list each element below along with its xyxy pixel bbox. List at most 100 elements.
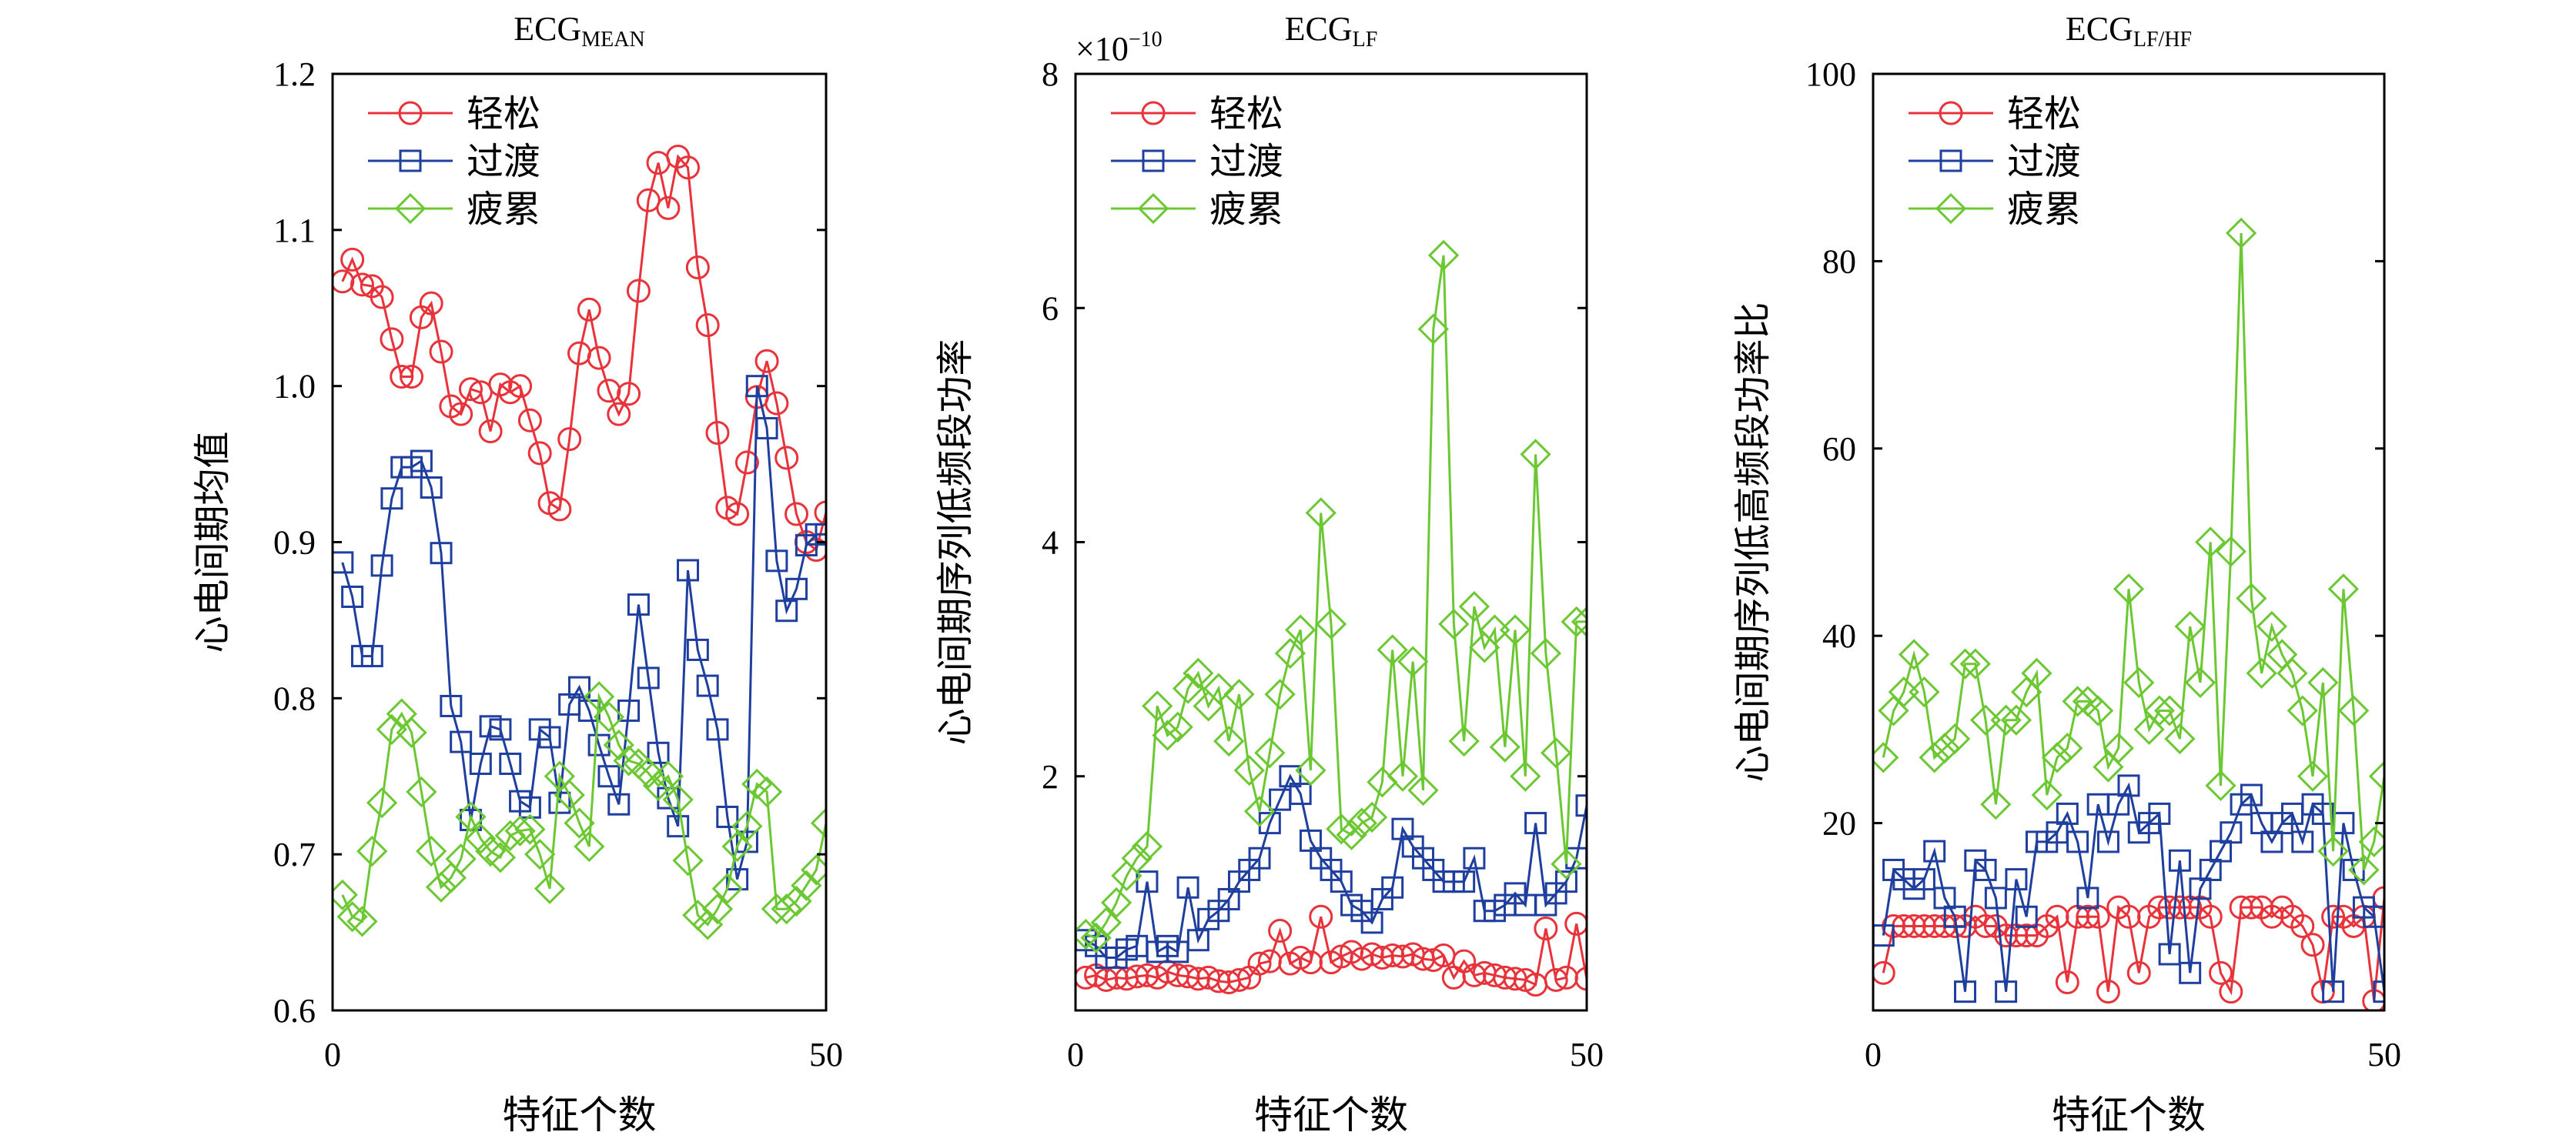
data-point <box>1258 812 1281 835</box>
data-point <box>400 364 424 389</box>
data-point <box>2219 980 2243 1004</box>
data-point <box>2297 760 2329 792</box>
data-point <box>577 297 601 322</box>
data-point <box>2368 760 2384 792</box>
data-point <box>564 807 595 839</box>
data-point <box>2236 583 2267 614</box>
data-point <box>568 676 590 699</box>
data-point <box>2056 802 2079 825</box>
data-point <box>1973 913 1998 938</box>
data-point <box>676 155 701 180</box>
data-point <box>548 791 571 814</box>
data-point <box>346 906 378 937</box>
data-point <box>2031 779 2062 811</box>
y-tick-label: 0.8 <box>273 680 316 717</box>
data-point <box>2220 821 2243 844</box>
data-point <box>765 549 788 573</box>
series-line-2 <box>1085 773 1587 959</box>
data-point <box>2014 923 2039 948</box>
data-point <box>627 593 650 616</box>
data-point <box>1499 614 1531 646</box>
data-point <box>2291 830 2314 853</box>
data-point <box>1448 725 1480 757</box>
data-point <box>2277 657 2308 690</box>
data-point <box>1162 711 1193 743</box>
y-tick-label: 80 <box>1822 242 1856 280</box>
plot-area <box>333 145 826 940</box>
series-line-3 <box>1085 255 1587 940</box>
data-point <box>2195 526 2226 558</box>
data-point <box>554 779 585 811</box>
data-point <box>478 419 503 443</box>
data-point <box>425 871 457 903</box>
data-point <box>370 554 393 577</box>
data-point <box>721 830 753 863</box>
data-point <box>419 291 443 316</box>
data-point <box>593 701 625 733</box>
data-point <box>430 542 453 565</box>
data-point <box>617 700 641 723</box>
data-point <box>1289 783 1312 806</box>
data-point <box>607 402 631 426</box>
data-point <box>450 730 473 753</box>
data-point <box>2179 961 2202 984</box>
data-point <box>1995 980 2018 1003</box>
x-tick-label: 0 <box>1067 1036 1084 1074</box>
x-tick-label: 50 <box>809 1036 843 1074</box>
y-axis-label: 心电间期序列低频段功率 <box>935 339 976 745</box>
data-point <box>376 713 408 746</box>
data-point <box>350 272 374 297</box>
data-point <box>2021 657 2052 690</box>
data-point <box>1980 789 2012 820</box>
x-axis-label: 特征个数 <box>503 1094 657 1137</box>
data-point <box>1213 725 1245 757</box>
data-point <box>494 820 526 851</box>
legend-marker-3 <box>1137 192 1169 225</box>
y-tick-label: 4 <box>1042 524 1059 562</box>
data-point <box>2240 783 2263 806</box>
data-point <box>380 327 404 352</box>
data-point <box>1377 634 1408 666</box>
data-point <box>2096 980 2120 1004</box>
data-point <box>538 726 561 749</box>
series-line-1 <box>1085 916 1587 987</box>
y-tick-label: 60 <box>1822 430 1856 468</box>
data-point <box>1136 870 1159 893</box>
data-point <box>2153 695 2186 726</box>
data-point <box>685 255 710 280</box>
chart-panel-1: 0.6 0.7 0.8 0.9 1.0 1.1 1.2 0 50 ECGMEAN 特征个数 心电间期均… <box>192 10 843 1137</box>
data-point <box>1176 876 1199 899</box>
data-point <box>2168 849 2191 872</box>
data-point <box>731 810 763 842</box>
data-point <box>465 823 497 855</box>
data-point <box>2158 943 2181 966</box>
data-point <box>429 339 453 364</box>
data-point <box>1166 940 1189 963</box>
data-point <box>677 559 700 582</box>
data-point <box>1873 960 1895 985</box>
data-point <box>489 718 512 741</box>
data-point <box>574 830 605 863</box>
data-point <box>2096 830 2119 853</box>
chart-title: ECGLF/HF <box>2066 10 2192 52</box>
data-point <box>1090 907 1122 939</box>
data-point <box>370 285 394 309</box>
data-point <box>1463 846 1486 870</box>
data-point <box>810 807 826 839</box>
data-point <box>517 408 542 432</box>
data-point <box>745 375 768 398</box>
data-point <box>1080 922 1112 953</box>
series-line-2 <box>341 386 826 880</box>
y-tick-label: 6 <box>1042 289 1059 327</box>
data-point <box>2103 733 2134 764</box>
data-point <box>1233 755 1265 786</box>
data-point <box>1264 679 1296 710</box>
data-point <box>587 346 611 370</box>
data-point <box>458 377 483 402</box>
data-point <box>518 796 541 819</box>
y-tick-label: 40 <box>1822 617 1856 655</box>
data-point <box>416 835 447 867</box>
data-point <box>508 374 533 399</box>
data-point <box>642 770 674 802</box>
axis-scale-factor: ×10−10 <box>1076 28 1163 68</box>
